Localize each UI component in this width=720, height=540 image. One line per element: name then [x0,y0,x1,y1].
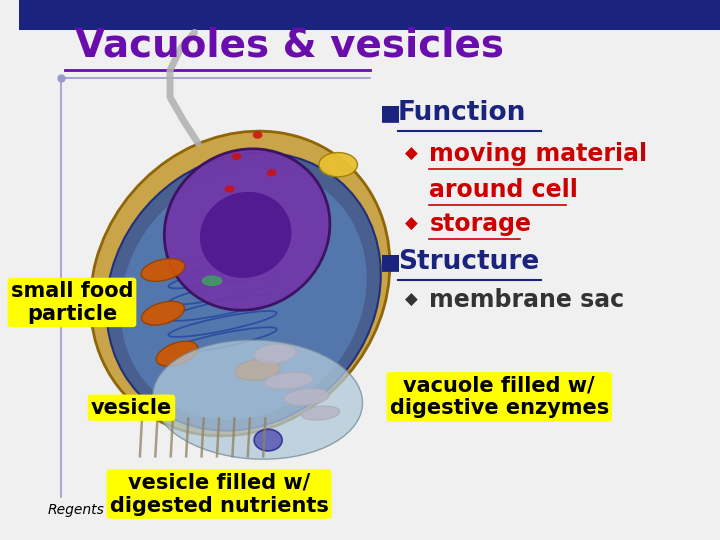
Text: vesicle: vesicle [91,397,172,418]
Ellipse shape [254,344,296,363]
Text: Function: Function [397,100,526,126]
Text: around cell: around cell [429,178,578,202]
Text: Regents: Regents [48,503,104,517]
Text: small food
particle: small food particle [11,281,133,324]
Text: ◆: ◆ [405,291,418,309]
Ellipse shape [284,388,329,406]
Text: Structure: Structure [397,249,539,275]
Text: membrane sac: membrane sac [429,288,624,312]
Text: ◆: ◆ [405,145,418,163]
Ellipse shape [120,168,366,420]
Ellipse shape [202,275,222,286]
Text: ◆: ◆ [405,215,418,233]
Text: ■: ■ [380,103,401,124]
Ellipse shape [164,149,330,310]
Ellipse shape [142,301,184,325]
Text: vesicle filled w/
digested nutrients: vesicle filled w/ digested nutrients [109,472,328,516]
Ellipse shape [156,341,198,366]
Ellipse shape [319,153,357,177]
Ellipse shape [235,359,280,381]
FancyBboxPatch shape [19,0,720,30]
Ellipse shape [265,372,313,389]
Text: moving material: moving material [429,142,647,166]
Ellipse shape [141,259,185,281]
Text: vacuole filled w/
digestive enzymes: vacuole filled w/ digestive enzymes [390,375,609,418]
Circle shape [254,429,282,451]
Ellipse shape [90,131,390,436]
Text: storage: storage [429,212,531,236]
Ellipse shape [302,406,340,420]
Circle shape [225,185,235,193]
Ellipse shape [153,340,362,459]
Circle shape [253,131,263,139]
Text: ■: ■ [380,252,401,272]
Ellipse shape [200,192,292,278]
Circle shape [232,153,241,160]
Ellipse shape [107,153,381,430]
Text: Vacuoles & vesicles: Vacuoles & vesicles [76,27,505,65]
Circle shape [266,169,276,177]
